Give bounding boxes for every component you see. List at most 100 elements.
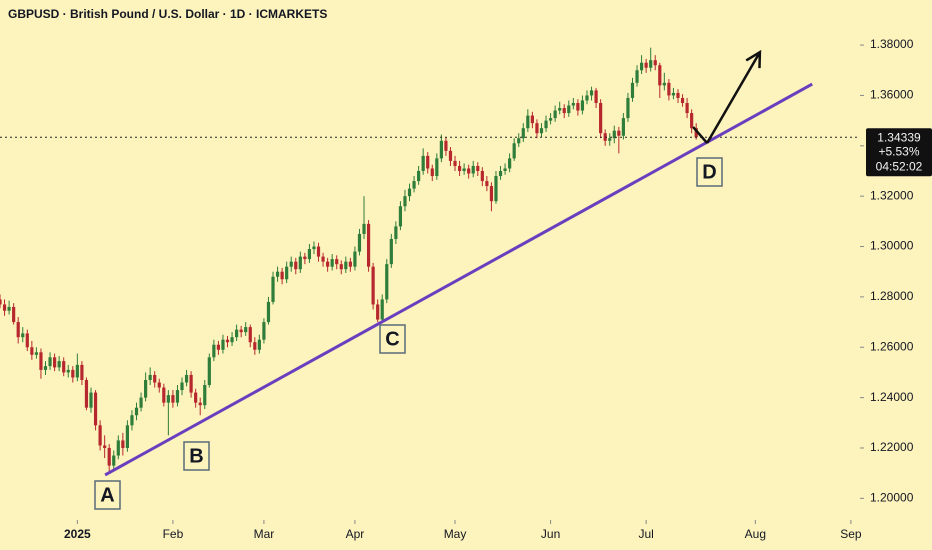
x-tick-label: Feb [163, 527, 184, 541]
candle-body [366, 223, 371, 267]
candle-body [125, 425, 130, 448]
candle-body [417, 170, 421, 182]
candle-body [435, 158, 439, 177]
candle-body [357, 233, 362, 252]
candle-body [43, 366, 48, 370]
annotation-label: B [189, 445, 203, 467]
candle-body [330, 259, 334, 267]
annotation-label: C [385, 328, 399, 350]
candle-body [189, 374, 193, 393]
candle-body [39, 352, 43, 370]
candle-body [66, 369, 70, 373]
annotation-b: B [183, 441, 210, 471]
candle-body [608, 138, 612, 141]
candle-body [544, 120, 548, 129]
candle-body [485, 181, 489, 187]
y-tick-label: 1.30000 [870, 239, 914, 253]
arrow-head [745, 49, 762, 69]
candle-body [175, 390, 180, 403]
candle-body [362, 223, 366, 234]
candle-body [671, 92, 676, 96]
candle-body [107, 447, 111, 466]
candle-body [526, 115, 530, 129]
candle-body [480, 170, 484, 182]
candle-body [662, 82, 666, 86]
candle-body [444, 140, 448, 151]
candle-body [626, 97, 630, 119]
candle-body [280, 271, 284, 280]
candle-body [253, 342, 257, 350]
candle-body [53, 357, 57, 368]
y-tick-label: 1.32000 [870, 188, 914, 202]
candle-body [653, 60, 657, 66]
candle-body [690, 113, 694, 129]
candle-body [221, 339, 225, 350]
candle-body [339, 264, 343, 270]
candle-body [576, 102, 580, 111]
candle-body [530, 115, 534, 124]
candle-body [16, 322, 20, 338]
candle-body [430, 168, 434, 177]
annotation-label: A [100, 484, 114, 506]
candle-body [21, 333, 25, 338]
label-box [379, 324, 406, 354]
candle-body [225, 339, 230, 343]
candle-body [639, 62, 644, 71]
candle-body [589, 90, 594, 96]
candle-body [635, 70, 639, 83]
x-tick-label: Jun [541, 527, 560, 541]
candle-body [235, 329, 239, 338]
candle-body [644, 62, 648, 68]
candle-body [262, 322, 266, 340]
candle-body [84, 379, 89, 408]
candle-body [394, 226, 398, 239]
candle-body [353, 251, 357, 267]
candle-body [134, 407, 139, 416]
candle-body [658, 65, 662, 86]
candle-body [489, 186, 494, 202]
candle-body [467, 168, 471, 174]
candle-body [585, 95, 589, 101]
candle-body [612, 130, 616, 139]
candle-body [48, 357, 52, 367]
candle-body [312, 246, 316, 250]
label-box [94, 480, 121, 510]
y-tick-label: 1.28000 [870, 289, 914, 303]
candle-body [535, 123, 539, 134]
candle-body [180, 382, 184, 391]
candle-body [121, 440, 125, 448]
candle-body [116, 440, 120, 456]
candle-body [398, 206, 403, 227]
candle-body [667, 82, 671, 96]
candle-body [558, 108, 562, 111]
y-tick-label: 1.38000 [870, 37, 914, 51]
annotation-c: C [379, 324, 406, 354]
candle-body [621, 118, 625, 136]
candle-body [503, 168, 507, 171]
candle-body [676, 92, 680, 98]
candle-body [207, 357, 211, 386]
candle-body [139, 397, 143, 408]
candle-body [98, 425, 102, 446]
candle-body [403, 196, 407, 207]
candle-body [562, 108, 566, 114]
candle-body [184, 374, 189, 383]
x-tick-label: 2025 [64, 527, 91, 541]
candle-body [239, 329, 243, 333]
candle-body [153, 374, 157, 383]
candle-body [389, 238, 393, 265]
label-box [183, 441, 210, 471]
candle-body [494, 176, 498, 202]
candle-body [248, 327, 252, 343]
x-tick-label: Apr [346, 527, 365, 541]
candle-body [407, 188, 412, 197]
candle-body [244, 327, 248, 333]
projection-arrow [706, 51, 761, 144]
candle-body [157, 382, 161, 388]
candle-body [426, 155, 430, 169]
candle-body [144, 379, 148, 398]
candle-body [203, 385, 207, 406]
candle-body [471, 165, 475, 174]
candle-body [266, 301, 271, 323]
